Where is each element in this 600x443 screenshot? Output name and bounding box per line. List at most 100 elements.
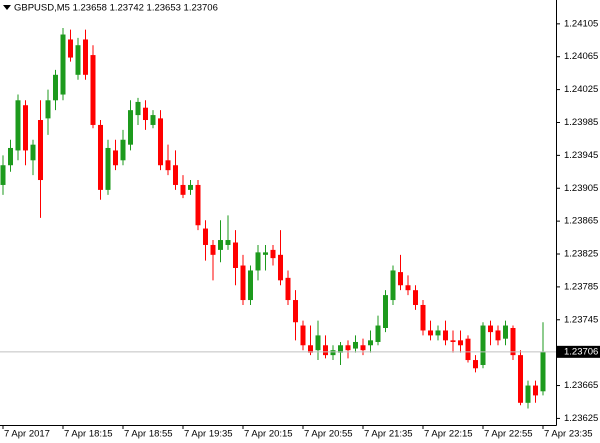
candle-body xyxy=(38,120,43,181)
candle-body xyxy=(270,249,276,259)
candle-body xyxy=(0,165,6,185)
candle-body xyxy=(83,39,88,75)
candle-body xyxy=(23,105,28,151)
candle-body xyxy=(428,330,433,336)
candle-body xyxy=(263,252,268,255)
y-tick-label: 1.24065 xyxy=(564,51,598,62)
candle-body xyxy=(180,184,186,195)
candle-body xyxy=(120,139,126,161)
candle-body xyxy=(173,165,178,185)
candle-body xyxy=(240,265,246,301)
candle-body xyxy=(503,325,508,339)
candle-body xyxy=(53,74,58,101)
candle-body xyxy=(128,110,133,145)
candle-body xyxy=(225,240,231,245)
candle-body xyxy=(135,101,141,116)
candle-body xyxy=(195,184,201,226)
y-tick-label: 1.23985 xyxy=(564,117,598,128)
candle-body xyxy=(345,345,351,351)
candle-body xyxy=(30,144,36,161)
candle-body xyxy=(383,295,388,328)
y-tick-label: 1.24105 xyxy=(564,18,598,29)
candle-body xyxy=(330,350,336,356)
last-price-box xyxy=(557,345,600,358)
candle-body xyxy=(518,355,523,403)
candle-body xyxy=(158,118,163,166)
candle-body xyxy=(360,345,366,351)
candle-body xyxy=(300,325,306,346)
candle-body xyxy=(285,277,291,301)
y-tick-label: 1.23825 xyxy=(564,249,598,260)
candle-body xyxy=(435,330,441,336)
candle-body xyxy=(443,330,448,341)
candle-body xyxy=(203,228,208,245)
x-tick-label: 7 Apr 19:35 xyxy=(184,429,233,440)
candle-body xyxy=(98,124,103,190)
candle-body xyxy=(525,385,531,403)
candle-body xyxy=(165,160,171,171)
x-tick-label: 7 Apr 20:15 xyxy=(244,429,293,440)
candle-body xyxy=(210,244,216,255)
candle-body xyxy=(255,252,261,271)
chart-title: GBPUSD,M5 1.23658 1.23742 1.23653 1.2370… xyxy=(14,3,218,14)
candle-body xyxy=(473,360,478,369)
candle-body xyxy=(533,385,538,396)
y-tick-label: 1.23785 xyxy=(564,281,598,292)
x-tick-label: 7 Apr 22:15 xyxy=(424,429,473,440)
candle-body xyxy=(495,330,501,341)
last-price-label: 1.23706 xyxy=(564,346,598,357)
candle-body xyxy=(353,341,358,349)
y-tick-label: 1.23665 xyxy=(564,380,598,391)
candle-body xyxy=(413,290,418,305)
candle-body xyxy=(540,351,546,392)
candle-body xyxy=(60,34,66,95)
candle-body xyxy=(150,115,156,125)
candle-body xyxy=(293,300,298,323)
candle-body xyxy=(218,240,223,250)
x-tick-label: 7 Apr 23:35 xyxy=(544,429,593,440)
y-tick-label: 1.23865 xyxy=(564,216,598,227)
x-tick-label: 7 Apr 22:55 xyxy=(484,429,533,440)
candle-body xyxy=(45,100,51,119)
candle-body xyxy=(488,325,493,333)
candle-body xyxy=(90,55,96,125)
x-tick-label: 7 Apr 18:15 xyxy=(64,429,113,440)
candle-body xyxy=(233,242,238,268)
candle-body xyxy=(188,184,193,190)
x-tick-label: 7 Apr 18:55 xyxy=(124,429,173,440)
x-tick-label: 7 Apr 2017 xyxy=(4,429,50,440)
candle-body xyxy=(510,327,516,356)
candle-body xyxy=(398,272,403,286)
y-tick-label: 1.23905 xyxy=(564,183,598,194)
candle-body xyxy=(68,39,73,58)
candle-body xyxy=(8,147,13,166)
menu-triangle[interactable] xyxy=(3,5,11,10)
candle-body xyxy=(480,325,486,365)
y-tick-label: 1.23745 xyxy=(564,314,598,325)
candle-body xyxy=(465,338,471,361)
candle-body xyxy=(390,270,396,301)
x-tick-label: 7 Apr 20:55 xyxy=(304,429,353,440)
candle-body xyxy=(105,147,111,190)
candle-body xyxy=(278,254,283,281)
candle-body xyxy=(308,345,313,353)
x-tick-label: 7 Apr 21:35 xyxy=(364,429,413,440)
candle-body xyxy=(375,325,381,342)
y-tick-label: 1.23945 xyxy=(564,150,598,161)
candle-body xyxy=(113,150,118,166)
candle-body xyxy=(15,100,21,151)
candle-body xyxy=(420,304,426,331)
candle-body xyxy=(315,335,321,351)
candle-body xyxy=(323,345,328,356)
candle-body xyxy=(143,107,148,121)
candle-body xyxy=(75,45,81,75)
candle-body xyxy=(458,340,463,346)
candle-body xyxy=(405,285,411,291)
candle-body xyxy=(248,270,253,301)
y-tick-label: 1.23625 xyxy=(564,413,598,424)
candle-body xyxy=(338,345,343,353)
y-tick-label: 1.24025 xyxy=(564,84,598,95)
